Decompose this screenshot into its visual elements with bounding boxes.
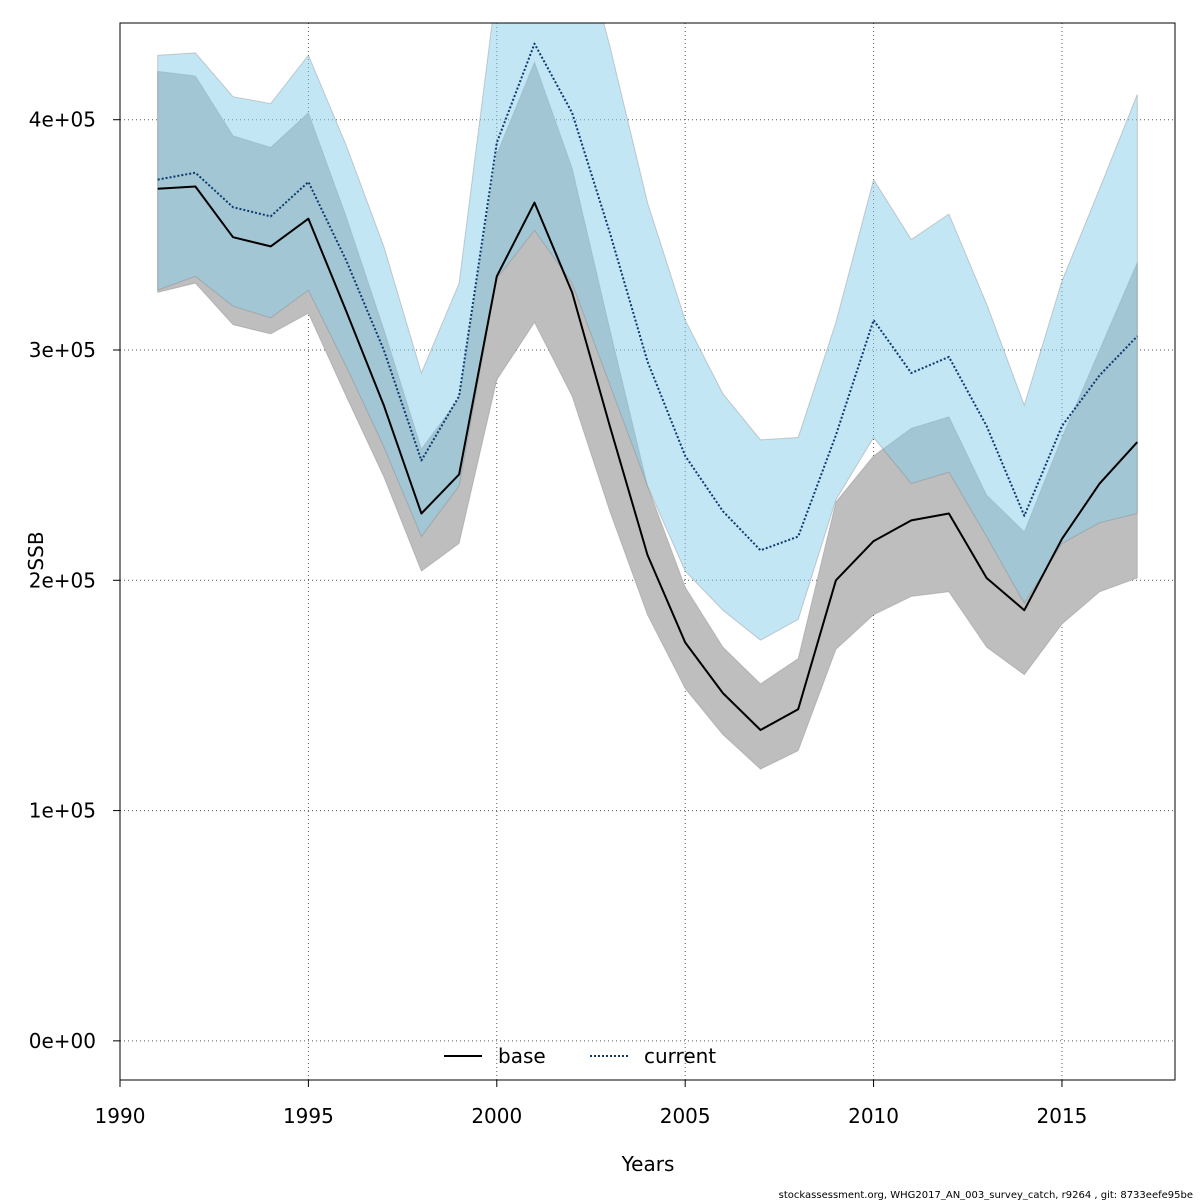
base-series-line [157, 185, 1139, 731]
x-tick-label: 2005 [660, 1104, 711, 1128]
y-tick-label: 1e+05 [29, 799, 96, 823]
base-legend-label: base [498, 1044, 546, 1068]
y-tick-label: 0e+00 [29, 1029, 96, 1053]
x-tick-label: 1990 [95, 1104, 146, 1128]
x-tick-label: 1995 [283, 1104, 334, 1128]
y-axis-title: SSB [24, 531, 48, 570]
y-tick-label: 2e+05 [29, 568, 96, 592]
current-legend-label: current [644, 1044, 716, 1068]
axes: 1990 1995 2000 2005 2010 2015 0e+00 1e+05 2e+05 3… [29, 108, 1088, 1128]
x-tick-label: 2015 [1037, 1104, 1088, 1128]
series-lines [157, 42, 1139, 731]
legend: base current [444, 1044, 716, 1068]
footer-credit: stockassessment.org, WHG2017_AN_003_surv… [779, 1190, 1193, 1200]
x-axis-title: Years [621, 1152, 675, 1176]
x-tick-label: 2000 [471, 1104, 522, 1128]
y-tick-label: 4e+05 [29, 108, 96, 132]
x-tick-label: 2010 [848, 1104, 899, 1128]
current-series-line [157, 42, 1139, 552]
confidence-bands [157, 23, 1138, 770]
y-tick-label: 3e+05 [29, 338, 96, 362]
current-confidence-band [157, 23, 1138, 641]
